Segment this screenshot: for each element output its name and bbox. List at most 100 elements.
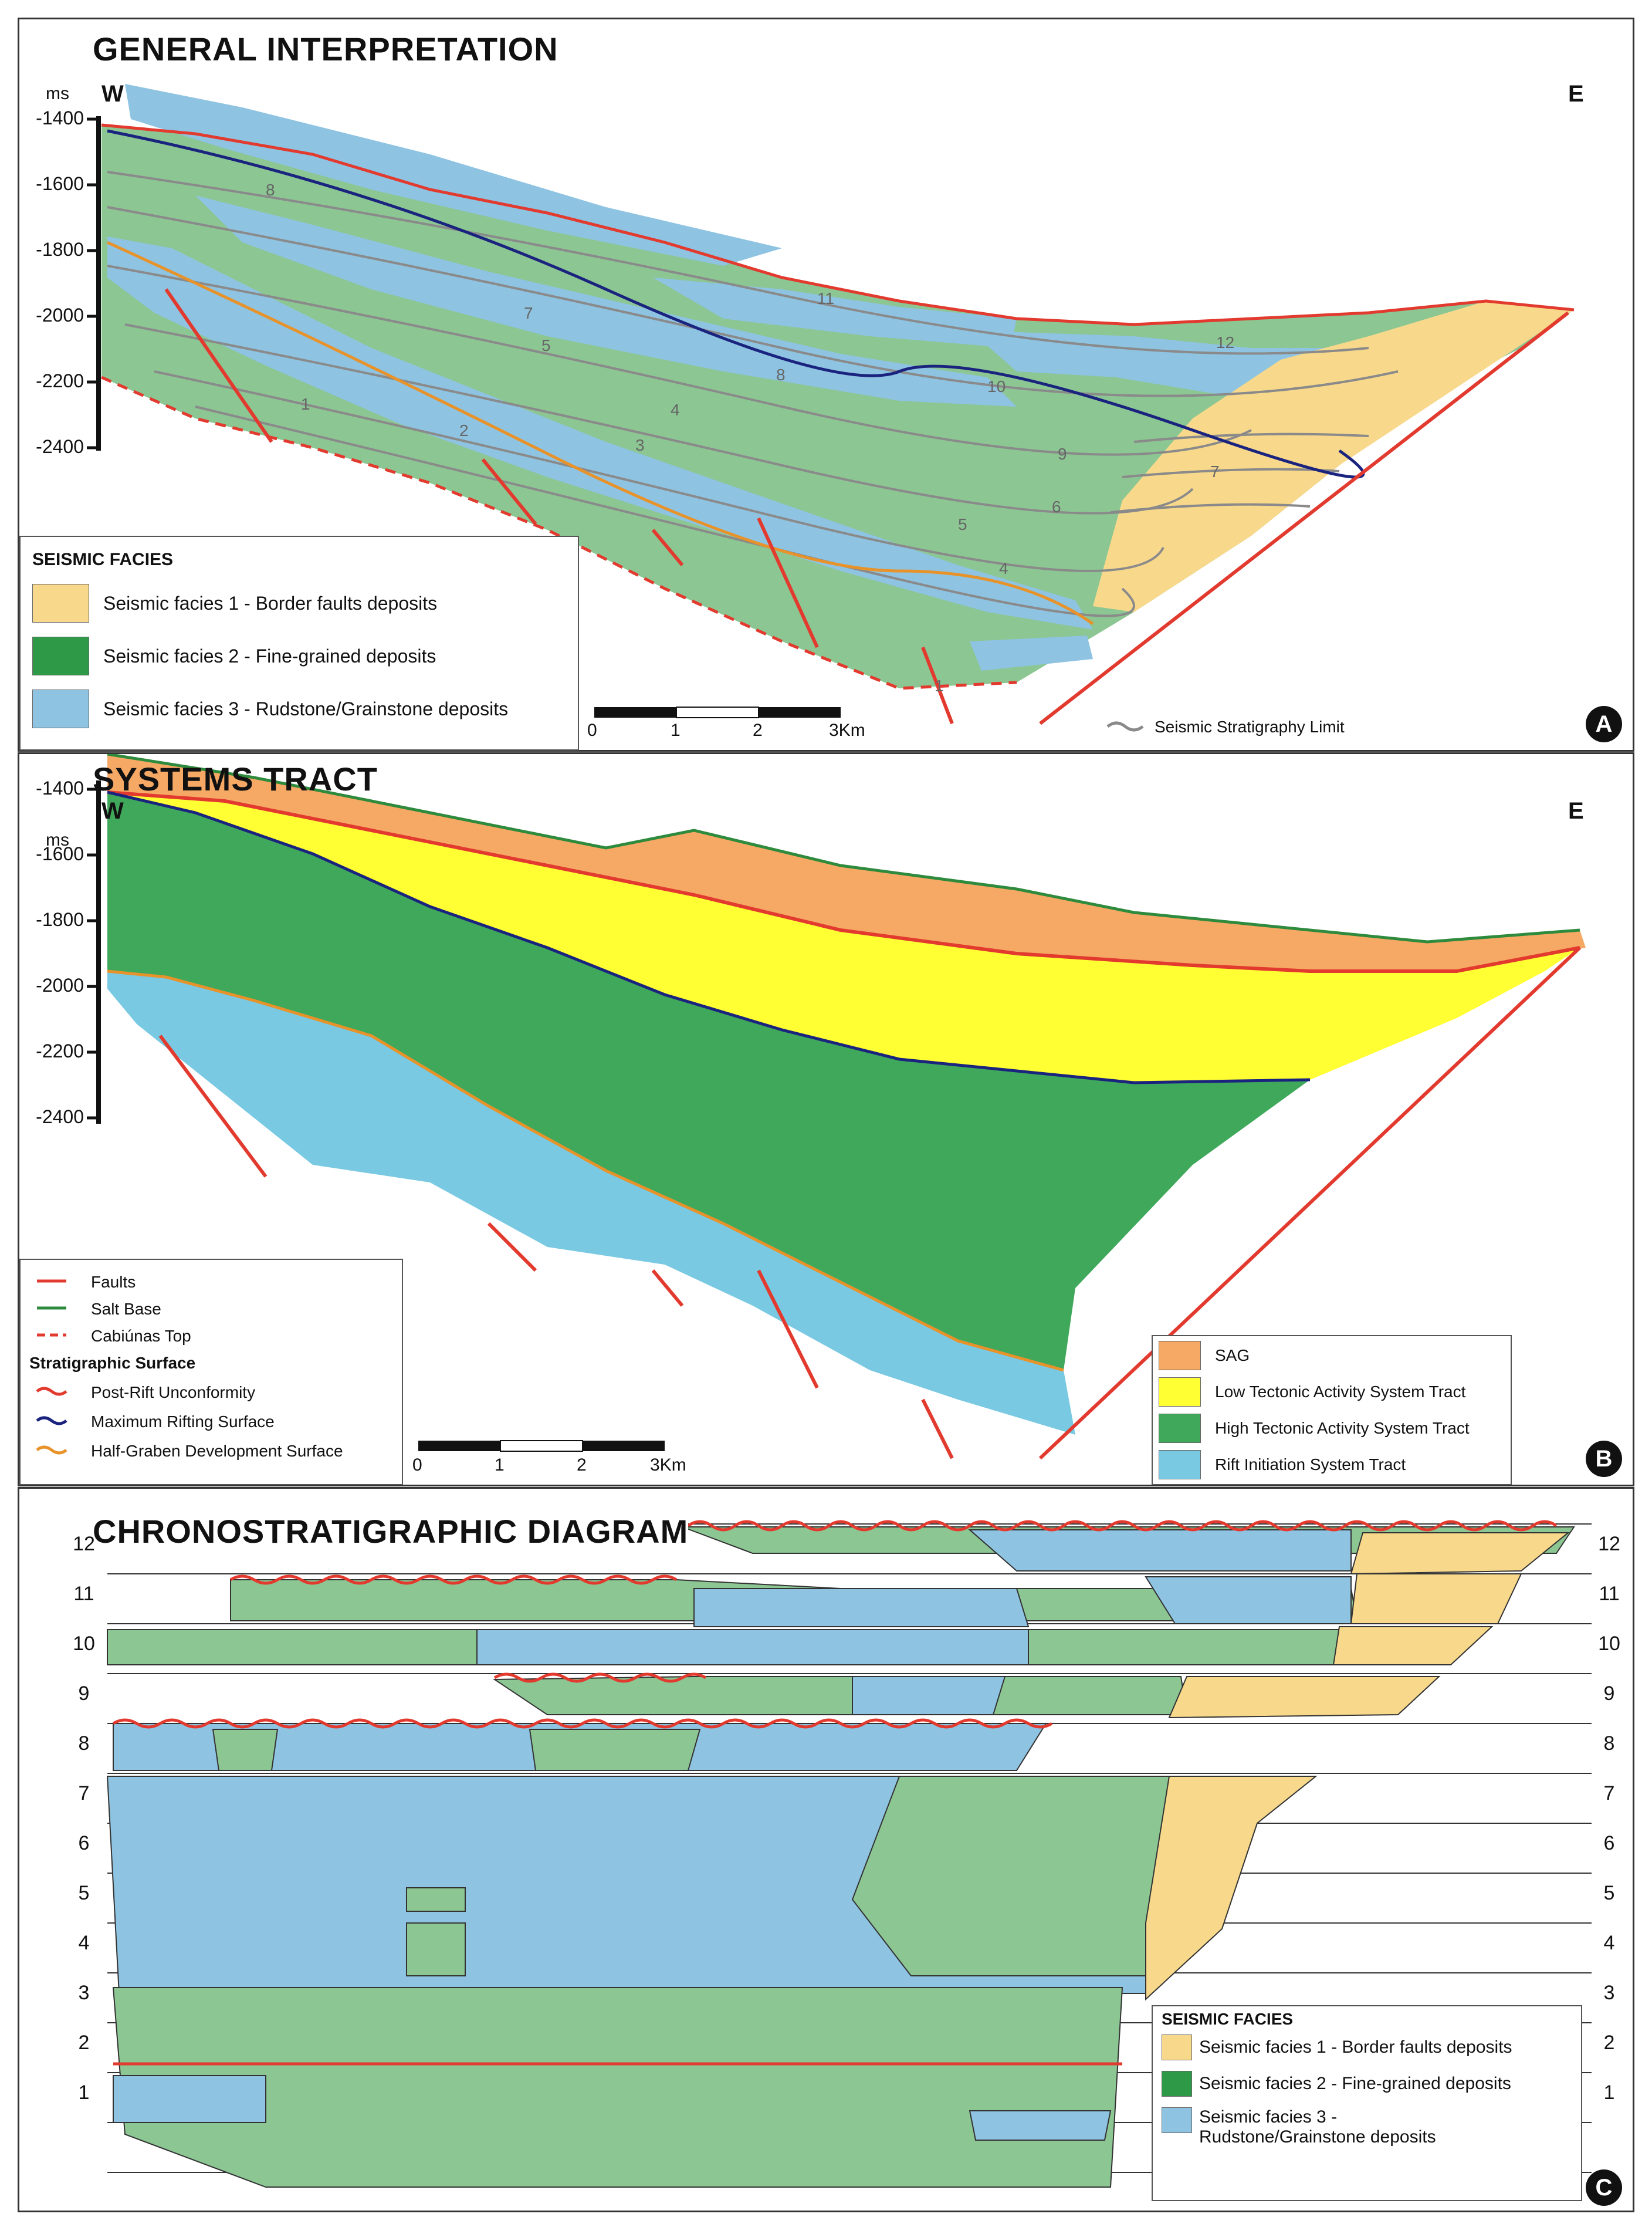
swatch-sag [1159,1341,1201,1370]
panel-badge: B [1586,1441,1622,1477]
level-label-right: 6 [1603,1832,1615,1854]
section-title: CHRONOSTRATIGRAPHIC DIAGRAM [93,1512,689,1550]
line-legend: Faults Salt Base Cabiúnas Top Stratigrap… [19,1259,403,1485]
swatch-border-faults [32,584,89,623]
panel-badge: A [1586,706,1622,742]
level-label-left: 12 [73,1533,95,1555]
legend-label: Salt Base [91,1300,161,1318]
unit-number: 9 [1058,445,1067,463]
depth-tick: -1600 [36,173,84,194]
depth-tick: -1600 [36,843,84,864]
unconformity-lines [112,1520,1558,1729]
scale-label: 3Km [650,1455,686,1475]
level-label-left: 8 [78,1732,90,1755]
legend-label: Half-Graben Development Surface [91,1442,343,1460]
depth-axis-ticks [87,117,99,450]
unit-number: 11 [817,289,835,307]
depth-axis-ticks [87,788,99,1120]
scale-label: 2 [753,721,763,740]
swatch-border-faults [1162,2034,1192,2060]
limit-legend-label: Seismic Stratigraphy Limit [1155,718,1345,736]
swatch-fine-grained [32,637,89,675]
depth-tick: -1400 [36,107,84,129]
seismic-facies-legend-c: SEISMIC FACIES Seismic facies 1 - Border… [1152,2005,1582,2201]
level-label-left: 2 [78,2032,90,2054]
level-label-right: 5 [1603,1882,1615,1904]
unit-number: 7 [524,304,533,322]
panel-chronostratigraphic: CHRONOSTRATIGRAPHIC DIAGRAM 12 11 10 9 8… [18,1487,1634,2212]
sag-tract [107,754,1586,971]
half-graben-surface [106,241,1094,626]
systems-tract-legend: SAG Low Tectonic Activity System Tract H… [1152,1335,1512,1485]
level-label-right: 4 [1603,1932,1615,1954]
legend-label: Seismic facies 1 - Border faults deposit… [1199,2037,1512,2057]
level-label-right: 7 [1603,1782,1615,1804]
half-graben-line [107,969,1064,1372]
scale-label: 1 [671,721,681,740]
level-label-right: 10 [1598,1633,1620,1655]
level-label-right: 3 [1603,1982,1615,2004]
swatch-rudstone [32,690,89,728]
east-label: E [1568,798,1584,824]
unit-number: 8 [776,366,786,384]
level-label-right: 12 [1598,1533,1620,1555]
low-tectonic-tract [107,792,1580,1083]
depth-tick: -2400 [36,1106,84,1127]
unit-number: 1 [301,395,310,413]
swatch-rudstone [1162,2107,1192,2133]
legend-label: Cabiúnas Top [91,1327,191,1345]
legend-item: High Tectonic Activity System Tract [1159,1414,1470,1443]
swatch-rift-initiation [1159,1450,1201,1479]
swatch-fine-grained [1162,2071,1192,2097]
unit-label: ms [46,830,69,850]
legend-label: SAG [1215,1346,1250,1364]
rudstone-lens [970,330,1339,395]
level-label-left: 11 [73,1583,94,1605]
rudstone-lens [653,278,1017,348]
depth-tick: -2200 [36,1040,84,1062]
panel-general-interpretation: GENERAL INTERPRETATION ms W E -1400 -160… [18,18,1634,752]
legend-label: Low Tectonic Activity System Tract [1215,1383,1466,1401]
level-label-right: 2 [1603,2032,1615,2054]
legend-title: SEISMIC FACIES [1162,2010,1294,2028]
maximum-rifting-line [107,790,1311,1084]
rudstone-lens [125,84,782,266]
unit-label: ms [46,84,69,103]
legend-label: Seismic facies 1 - Border faults deposit… [103,592,438,614]
legend-label: Seismic facies 2 - Fine-grained deposits [1199,2074,1511,2093]
hgds-symbol [36,1445,67,1455]
west-label: W [101,81,124,107]
depth-tick: -2000 [36,975,84,996]
scale-label: 0 [412,1455,422,1475]
depth-tick: -1800 [36,909,84,930]
level-label-left: 1 [78,2081,90,2104]
border-fault-deposits [1093,301,1574,612]
panel-systems-tract: SYSTEMS TRACT ms W E -1400 -1600 -1800 -… [18,752,1634,1486]
level-label-left: 7 [78,1782,90,1804]
level-label-left: 3 [78,1982,90,2004]
swatch-low-tectonic [1159,1377,1201,1407]
legend-subtitle: Stratigraphic Surface [29,1354,196,1372]
depth-tick: -1800 [36,239,84,260]
legend-item: Seismic facies 1 - Border faults deposit… [32,584,437,623]
seismic-facies-legend: SEISMIC FACIES Seismic facies 1 - Border… [19,536,579,751]
maximum-rifting-surface [107,129,1365,479]
scale-label: 2 [577,1455,587,1475]
legend-label: Seismic facies 3 - Rudstone/Grainstone d… [1199,2107,1436,2147]
unit-number: 1 [935,677,944,695]
rift-initiation-tract [107,971,1075,1435]
depth-tick: -2400 [36,436,84,457]
scale-bar [418,1440,665,1452]
rudstone-lens [107,236,1093,630]
legend-item: Rift Initiation System Tract [1159,1450,1406,1479]
legend-label: Maximum Rifting Surface [91,1412,275,1431]
swatch-high-tectonic [1159,1414,1201,1443]
depth-tick: -2200 [36,370,84,391]
level-label-right: 8 [1603,1732,1615,1755]
legend-label: Seismic facies 3 - Rudstone/Grainstone d… [103,698,509,719]
scale-label: 0 [587,721,597,740]
scale-bar [594,707,841,718]
legend-label: Faults [91,1273,136,1291]
level-label-left: 6 [78,1832,90,1854]
post-rift-unconformity-line [107,790,1580,973]
